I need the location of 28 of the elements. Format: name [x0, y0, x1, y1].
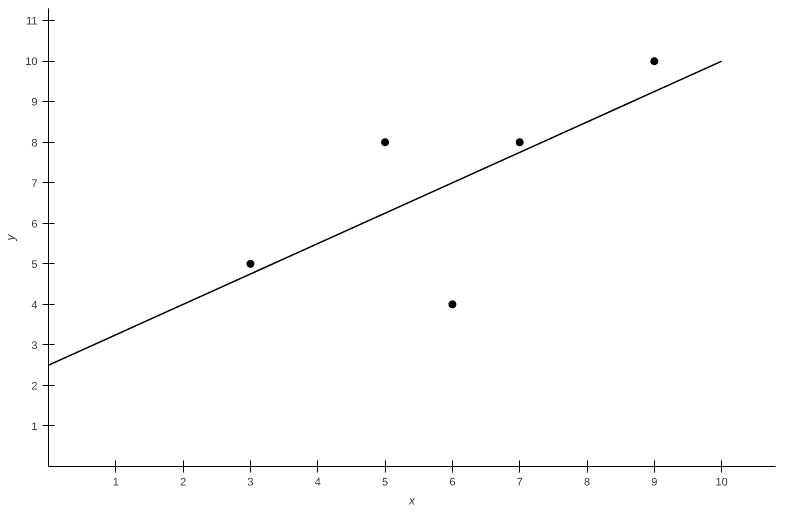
y-tick-label: 11 — [26, 16, 38, 28]
y-tick-label: 5 — [31, 258, 38, 271]
x-tick-label: 1 — [112, 476, 119, 488]
y-tick-label: 6 — [31, 218, 38, 230]
y-tick-label: 3 — [31, 340, 38, 352]
x-tick-label: 8 — [584, 476, 590, 488]
x-tick-label: 3 — [247, 476, 254, 488]
point — [381, 138, 390, 146]
point — [650, 57, 658, 66]
y-tick-label: 8 — [31, 137, 38, 150]
x-tick-label: 10 — [716, 476, 728, 488]
x-tick-label: 5 — [382, 476, 388, 488]
y-tick-label: 2 — [31, 380, 38, 392]
x-tick-label: 9 — [651, 476, 658, 488]
y-axis-title: y — [3, 234, 18, 242]
x-tick-label: 2 — [180, 476, 186, 488]
x-tick-label: 7 — [516, 476, 523, 488]
x-tick-label: 6 — [449, 476, 456, 488]
y-tick-label: 7 — [31, 178, 38, 190]
y-tick-label: 9 — [31, 96, 38, 109]
x-axis-title: x — [408, 494, 416, 508]
y-tick-label: 1 — [31, 420, 38, 433]
point — [516, 138, 524, 146]
point — [246, 260, 254, 268]
y-tick-label: 4 — [31, 299, 38, 312]
point — [448, 300, 456, 308]
y-tick-label: 10 — [25, 56, 38, 68]
x-tick-label: 4 — [314, 476, 321, 488]
